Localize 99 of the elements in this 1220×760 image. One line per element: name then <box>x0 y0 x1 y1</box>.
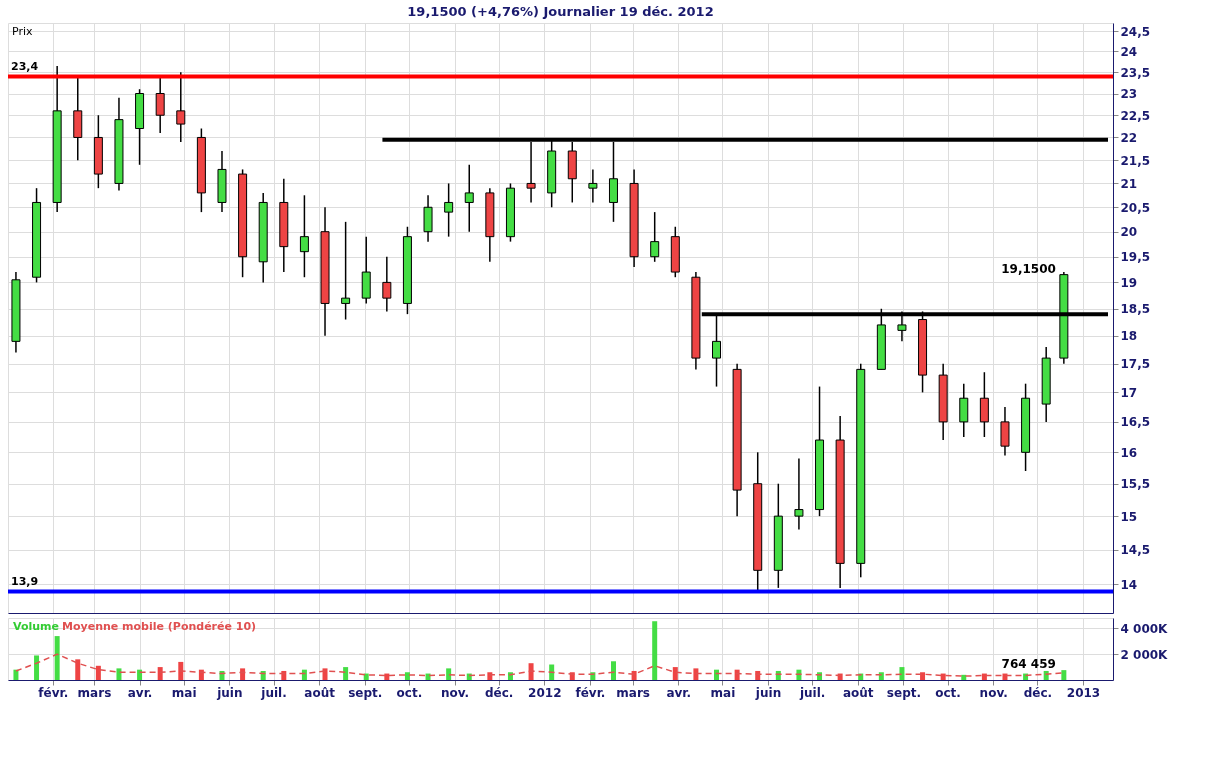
x-tick-label: mars <box>616 685 650 700</box>
y-tick-label: 16,5 <box>1120 415 1151 430</box>
candlestick <box>155 75 165 134</box>
annotation: 19,1500 <box>1001 261 1056 276</box>
y-tick-label: 16 <box>1120 445 1138 460</box>
x-tick-label: juin <box>216 685 243 700</box>
bar <box>693 668 699 680</box>
x-tick-label: nov. <box>979 685 1008 700</box>
candlestick <box>299 194 309 278</box>
bar <box>714 669 720 680</box>
candlestick <box>176 71 186 143</box>
y-tick-label: 18 <box>1120 329 1138 344</box>
x-tick-label: avr. <box>127 685 153 700</box>
bar <box>281 670 287 680</box>
bar <box>54 636 60 680</box>
x-tick-label: sept. <box>348 685 383 700</box>
candlestick <box>341 221 351 321</box>
x-tick-label: août <box>842 685 874 700</box>
bar <box>672 667 678 680</box>
bar <box>920 672 926 680</box>
x-tick-label: juin <box>754 685 782 700</box>
x-tick-label: nov. <box>440 685 470 700</box>
bar <box>652 621 658 680</box>
bar <box>260 670 266 680</box>
x-tick-label: déc. <box>1023 685 1053 700</box>
bar <box>631 670 637 680</box>
y-tick-label: 24,5 <box>1120 24 1151 39</box>
bar <box>301 669 307 680</box>
y-tick-label: 24 <box>1120 44 1138 59</box>
y-tick-label: 4 000K <box>1120 621 1169 636</box>
bar <box>981 673 987 680</box>
bar <box>940 673 946 680</box>
ref-line-label: 13,9 <box>11 575 39 589</box>
x-tick-label: août <box>304 685 336 700</box>
x-tick-label: avr. <box>666 685 692 700</box>
bar <box>384 673 390 680</box>
y-axis-title: Prix <box>12 25 34 38</box>
y-tick-label: 17 <box>1120 385 1138 400</box>
y-tick-label: 17,5 <box>1120 357 1151 372</box>
annotation: 764 459 <box>1001 657 1056 672</box>
y-tick-label: 21,5 <box>1120 153 1151 168</box>
bar <box>899 667 905 680</box>
x-tick-label: mars <box>77 685 112 700</box>
candlestick <box>794 457 804 531</box>
x-tick-label: 2013 <box>1066 685 1101 700</box>
y-tick-label: 18,5 <box>1120 302 1151 317</box>
bar <box>157 667 163 680</box>
bar <box>95 665 101 680</box>
y-tick-label: 15 <box>1120 509 1138 524</box>
y-tick-label: 22,5 <box>1120 108 1151 123</box>
bar <box>240 668 246 680</box>
candlestick <box>464 164 474 233</box>
x-tick-label: oct. <box>935 685 961 700</box>
x-tick-label: sept. <box>886 685 922 700</box>
bar <box>1002 673 1008 680</box>
candlestick <box>650 211 660 263</box>
x-tick-label: déc. <box>484 685 514 700</box>
x-tick-label: juil. <box>260 685 287 700</box>
y-tick-label: 22 <box>1120 130 1138 145</box>
chart-title: 19,1500 (+4,76%) Journalier 19 déc. 2012 <box>407 4 714 19</box>
y-tick-label: 2 000K <box>1120 647 1169 662</box>
y-tick-label: 20,5 <box>1120 200 1151 215</box>
y-tick-label: 23 <box>1120 87 1138 101</box>
ref-line-label: 23,4 <box>11 60 39 74</box>
bar <box>75 659 81 680</box>
x-tick-label: févr. <box>38 685 69 700</box>
y-tick-label: 15,5 <box>1120 477 1151 492</box>
bar <box>116 668 122 680</box>
y-tick-label: 14 <box>1120 577 1138 592</box>
x-tick-label: mai <box>710 685 736 700</box>
bar <box>1061 670 1067 680</box>
y-tick-label: 21 <box>1120 176 1138 191</box>
bar <box>322 668 328 680</box>
bar <box>178 661 184 680</box>
y-tick-label: 23,5 <box>1120 65 1151 80</box>
candlestick <box>959 382 969 438</box>
x-tick-label: juil. <box>798 685 826 700</box>
bar <box>446 668 452 680</box>
bar <box>363 673 369 680</box>
candlestick <box>444 182 454 238</box>
y-tick-label: 14,5 <box>1120 543 1151 558</box>
y-tick-label: 19 <box>1120 275 1138 290</box>
x-tick-label: oct. <box>396 685 423 700</box>
bar <box>13 669 19 680</box>
x-tick-label: mai <box>171 685 197 700</box>
candlestick <box>588 168 598 204</box>
series-label: Moyenne mobile (Pondérée 10) <box>62 620 257 633</box>
bar <box>34 655 40 680</box>
series-label: Volume <box>13 620 59 633</box>
y-tick-label: 20 <box>1120 225 1138 240</box>
bar <box>137 669 143 680</box>
candlestick <box>979 371 989 438</box>
bar <box>610 661 616 680</box>
x-tick-label: févr. <box>575 685 606 700</box>
y-tick-label: 19,5 <box>1120 250 1151 265</box>
bar <box>343 667 349 680</box>
bar <box>404 672 410 680</box>
candlestick <box>382 255 392 313</box>
x-tick-label: 2012 <box>528 685 562 700</box>
